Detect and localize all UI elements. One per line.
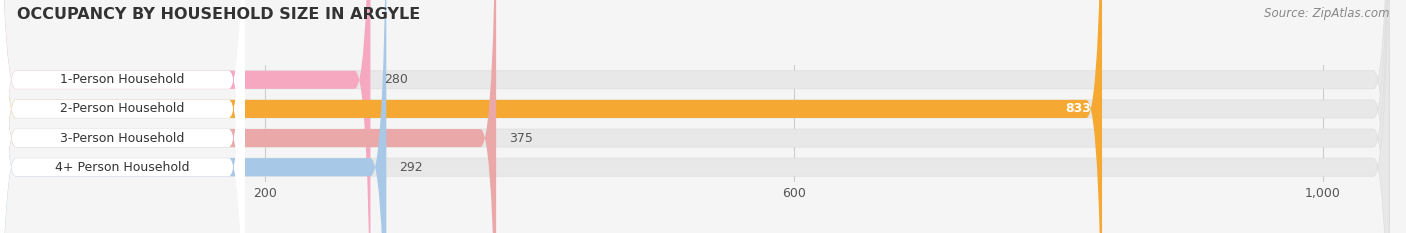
Text: OCCUPANCY BY HOUSEHOLD SIZE IN ARGYLE: OCCUPANCY BY HOUSEHOLD SIZE IN ARGYLE (17, 7, 420, 22)
FancyBboxPatch shape (0, 0, 245, 233)
Text: Source: ZipAtlas.com: Source: ZipAtlas.com (1264, 7, 1389, 20)
FancyBboxPatch shape (0, 0, 245, 233)
Text: 292: 292 (399, 161, 423, 174)
FancyBboxPatch shape (0, 0, 370, 233)
Text: 280: 280 (384, 73, 408, 86)
FancyBboxPatch shape (0, 0, 245, 233)
FancyBboxPatch shape (0, 0, 496, 233)
FancyBboxPatch shape (0, 0, 245, 233)
Text: 4+ Person Household: 4+ Person Household (55, 161, 190, 174)
Text: 3-Person Household: 3-Person Household (60, 132, 184, 144)
FancyBboxPatch shape (0, 0, 1102, 233)
Text: 833: 833 (1066, 103, 1091, 115)
FancyBboxPatch shape (0, 0, 387, 233)
Text: 1-Person Household: 1-Person Household (60, 73, 184, 86)
Text: 2-Person Household: 2-Person Household (60, 103, 184, 115)
Text: 375: 375 (509, 132, 533, 144)
